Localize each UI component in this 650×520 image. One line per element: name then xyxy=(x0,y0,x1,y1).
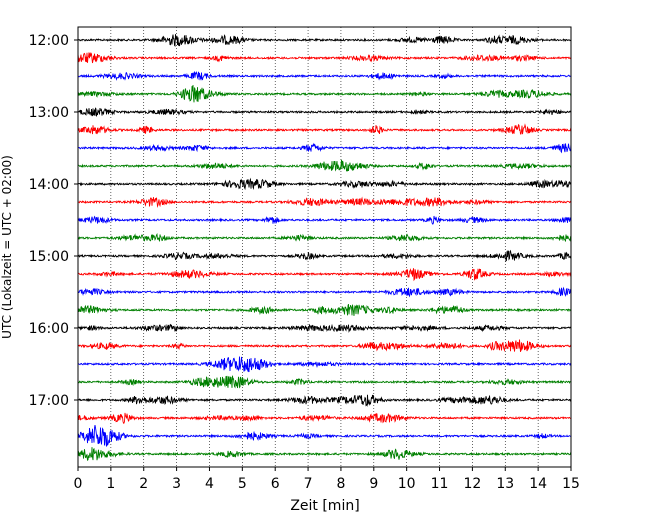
y-tick-label: 16:00 xyxy=(29,321,69,337)
y-axis-label: UTC (Lokalzeit = UTC + 02:00) xyxy=(0,155,14,339)
y-tick-label: 15:00 xyxy=(29,249,69,265)
x-tick-label: 5 xyxy=(238,476,247,492)
x-tick-label: 9 xyxy=(369,476,378,492)
trace-line xyxy=(77,34,572,47)
x-tick-label: 11 xyxy=(431,476,449,492)
x-tick-label: 15 xyxy=(562,476,580,492)
trace-line xyxy=(77,51,572,64)
trace-line xyxy=(77,375,572,389)
trace-line xyxy=(77,196,572,208)
x-tick-label: 2 xyxy=(139,476,148,492)
trace-line xyxy=(77,215,572,225)
x-tick-label: 4 xyxy=(205,476,214,492)
x-tick-label: 1 xyxy=(106,476,115,492)
x-axis-label: Zeit [min] xyxy=(290,498,359,514)
trace-line xyxy=(77,249,572,262)
plot-frame xyxy=(77,26,572,468)
y-axis-ticks: 12:00 13:00 14:00 15:00 16:00 17:00 xyxy=(29,33,78,409)
trace-line xyxy=(77,304,572,316)
x-tick-label: 0 xyxy=(74,476,83,492)
x-tick-label: 13 xyxy=(496,476,514,492)
trace-line xyxy=(77,233,572,242)
x-axis-ticks: 0 1 2 3 4 5 6 7 8 9 10 11 12 13 14 15 xyxy=(74,467,580,492)
trace-line xyxy=(77,107,572,117)
x-tick-label: 8 xyxy=(336,476,345,492)
y-tick-label: 14:00 xyxy=(29,177,69,193)
trace-line xyxy=(77,356,572,373)
trace-line xyxy=(77,84,572,103)
y-tick-label: 17:00 xyxy=(29,393,69,409)
trace-line xyxy=(78,142,572,154)
trace-line xyxy=(77,394,572,407)
x-tick-label: 6 xyxy=(271,476,280,492)
trace-line xyxy=(77,268,572,282)
trace-line xyxy=(77,424,572,447)
trace-line xyxy=(77,177,572,191)
trace-line xyxy=(77,447,572,462)
x-tick-label: 14 xyxy=(529,476,547,492)
trace-line xyxy=(77,123,572,135)
trace-line xyxy=(77,412,572,424)
trace-line xyxy=(77,323,572,333)
x-gridlines xyxy=(110,27,539,467)
trace-line xyxy=(77,339,572,353)
trace-line xyxy=(77,286,572,298)
y-tick-label: 12:00 xyxy=(29,33,69,49)
seismogram-traces xyxy=(77,34,572,462)
trace-line xyxy=(77,159,572,172)
x-tick-label: 12 xyxy=(463,476,481,492)
x-tick-label: 7 xyxy=(304,476,313,492)
x-tick-label: 3 xyxy=(172,476,181,492)
trace-line xyxy=(77,70,572,81)
x-tick-label: 10 xyxy=(398,476,416,492)
y-tick-label: 13:00 xyxy=(29,105,69,121)
